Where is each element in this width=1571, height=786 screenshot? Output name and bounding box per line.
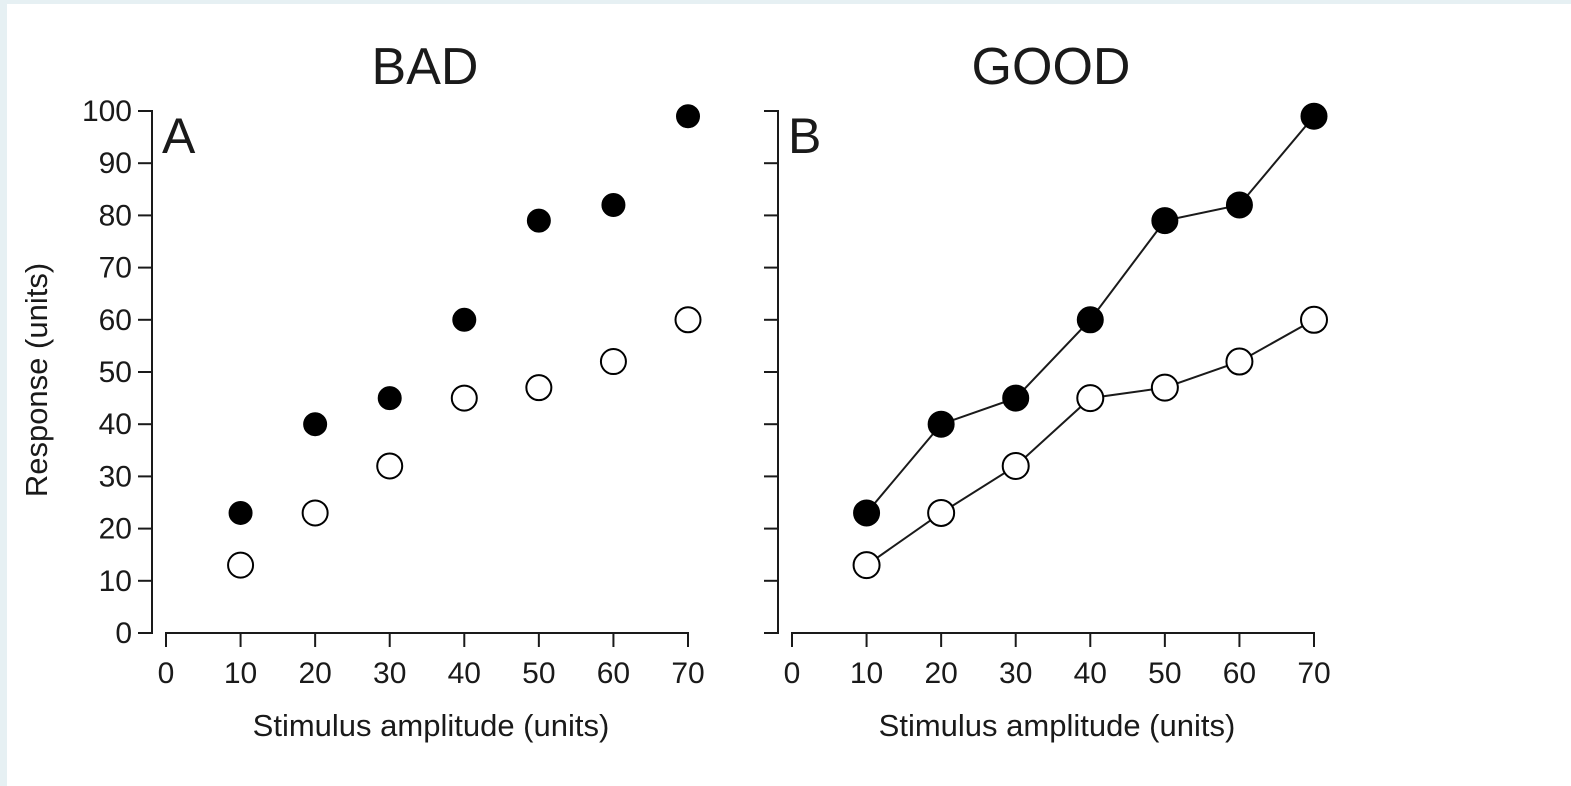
panel-b-open-point <box>1300 305 1328 334</box>
panel-b-open-point <box>927 498 956 527</box>
panel-a-y-tick-label: 20 <box>99 513 132 546</box>
panel-b-filled-point <box>1151 207 1179 235</box>
panel-a-filled-point <box>676 104 700 129</box>
panel-b-x-tick-label: 60 <box>1223 657 1256 690</box>
panel-a-x-tick-label: 50 <box>522 657 555 690</box>
panel-a-letter: A <box>162 108 196 164</box>
panel-a-x-axis-label: Stimulus amplitude (units) <box>253 708 610 743</box>
panel-a-chart: BAD A 0 10 20 30 40 50 60 70 80 90 100 0 10 20 30 40 50 60 7… <box>19 38 705 743</box>
panel-a-open-point <box>525 374 553 402</box>
panel-b-open-point <box>1150 373 1179 402</box>
panel-a-filled-point <box>377 386 402 411</box>
panel-a-filled-point <box>228 500 253 525</box>
panel-b-title: GOOD <box>972 38 1131 96</box>
panel-a-open-point <box>674 306 702 334</box>
panel-a-y-tick-label: 50 <box>99 356 132 389</box>
panel-a-filled-point <box>601 192 626 217</box>
panel-b-x-tick-label: 0 <box>784 657 801 690</box>
panel-a-y-tick-label: 0 <box>115 617 132 650</box>
panel-a-open-point <box>301 499 329 527</box>
panel-a-open-point <box>227 551 255 579</box>
panel-a-y-axis-label: Response (units) <box>19 263 54 497</box>
panel-a-y-tick-label: 90 <box>99 147 132 180</box>
panel-b-x-tick-label: 10 <box>850 657 883 690</box>
panel-b-filled-point <box>853 499 881 527</box>
panel-b-x-tick-label: 20 <box>924 657 957 690</box>
panel-a-y-tick-label: 10 <box>99 565 132 598</box>
panel-a-open-point <box>376 452 404 480</box>
panel-b-filled-point <box>927 410 955 438</box>
panel-a-title: BAD <box>372 38 479 96</box>
top-edge-strip <box>0 0 1571 4</box>
panel-b-open-point <box>1001 451 1030 480</box>
panel-b-letter: B <box>788 108 821 164</box>
panel-a-x-tick-label: 60 <box>597 657 630 690</box>
panel-a-filled-point <box>526 208 551 233</box>
panel-a-x-tick-label: 70 <box>671 657 704 690</box>
panel-a-filled-point <box>452 307 477 332</box>
panel-b-x-tick-label: 50 <box>1148 657 1181 690</box>
panel-b-open-point <box>1225 347 1254 376</box>
panel-b-open-point <box>1076 384 1105 413</box>
panel-b-x-axis-label: Stimulus amplitude (units) <box>879 708 1236 743</box>
panel-a-x-tick-label: 40 <box>448 657 481 690</box>
panel-b-x-tick-label: 70 <box>1297 657 1330 690</box>
panel-b-filled-point <box>1076 306 1104 334</box>
panel-b-filled-point <box>1300 102 1328 130</box>
panel-a-x-tick-label: 0 <box>158 657 175 690</box>
panel-a-y-tick-label: 100 <box>82 95 132 128</box>
panel-b-filled-point <box>1002 384 1030 412</box>
panel-a-y-tick-label: 30 <box>99 460 132 493</box>
panel-a-x-tick-label: 30 <box>373 657 406 690</box>
panel-a-y-tick-label: 80 <box>99 199 132 232</box>
panel-a-x-tick-label: 10 <box>224 657 257 690</box>
panel-b-filled-point <box>1225 191 1253 219</box>
panel-a-y-tick-label: 60 <box>99 304 132 337</box>
left-edge-strip <box>0 0 7 786</box>
panel-a-open-point <box>450 384 478 412</box>
panel-a-y-tick-label: 40 <box>99 408 132 441</box>
panel-b-x-tick-label: 40 <box>1074 657 1107 690</box>
panel-a-x-tick-label: 20 <box>298 657 331 690</box>
panel-b-open-point <box>852 551 881 580</box>
panel-b-chart: GOOD B 0 10 20 30 40 50 60 70 Stimulus amplitude (… <box>764 38 1331 743</box>
panel-a-y-tick-label: 70 <box>99 252 132 285</box>
panel-a-open-point <box>599 348 627 376</box>
panel-a-filled-point <box>303 412 328 437</box>
panel-b-x-tick-label: 30 <box>999 657 1032 690</box>
